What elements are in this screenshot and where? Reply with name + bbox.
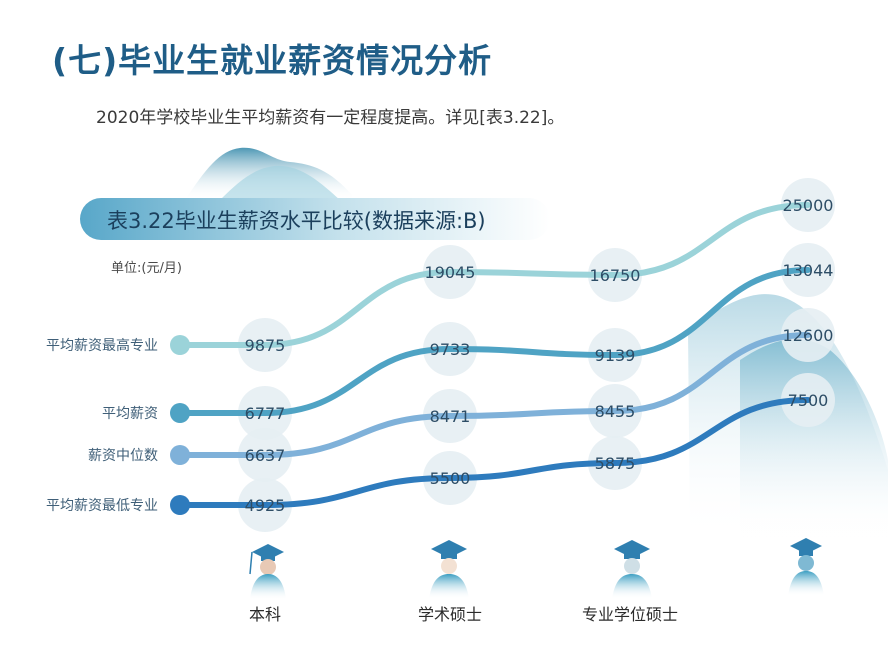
data-label: 6777 [245, 404, 286, 423]
mountain-decoration [185, 147, 888, 540]
data-label: 16750 [590, 266, 641, 285]
table-title: 表3.22毕业生薪资水平比较(数据来源:B) [107, 209, 486, 233]
graduate-academic-master-icon [429, 540, 469, 599]
category-label: 专业学位硕士 [582, 605, 678, 624]
series-line [177, 397, 811, 509]
graduate-bachelor-icon [249, 544, 286, 600]
legend-label: 平均薪资最高专业 [46, 337, 158, 354]
data-label: 8471 [430, 407, 471, 426]
data-label: 12600 [783, 326, 834, 345]
category-label: 学术硕士 [418, 605, 482, 624]
category-label: 本科 [249, 605, 281, 624]
data-label: 4925 [245, 496, 286, 515]
unit-label: 单位:(元/月) [111, 261, 182, 276]
data-label: 13044 [783, 261, 834, 280]
data-label: 9875 [245, 336, 286, 355]
series-line [177, 332, 811, 459]
intro-text: 2020年学校毕业生平均薪资有一定程度提高。详见[表3.22]。 [96, 108, 565, 128]
data-label: 25000 [783, 196, 834, 215]
data-label: 9733 [430, 340, 471, 359]
series-line [177, 202, 811, 349]
graduate-professional-master-icon [612, 540, 652, 599]
data-label: 8455 [595, 402, 636, 421]
legend-label: 平均薪资最低专业 [46, 498, 158, 514]
table-title-pill [80, 198, 550, 240]
section-title: (七)毕业生就业薪资情况分析 [52, 41, 493, 80]
data-label: 5500 [430, 469, 471, 488]
graduate-doctor-icon [788, 538, 824, 596]
legend-label: 薪资中位数 [88, 448, 158, 464]
data-label: 19045 [425, 263, 476, 282]
series-line [177, 267, 811, 417]
data-label: 9139 [595, 346, 636, 365]
data-label: 6637 [245, 446, 286, 465]
data-label: 7500 [788, 391, 829, 410]
legend-label: 平均薪资 [102, 406, 158, 422]
data-label: 5875 [595, 454, 636, 473]
